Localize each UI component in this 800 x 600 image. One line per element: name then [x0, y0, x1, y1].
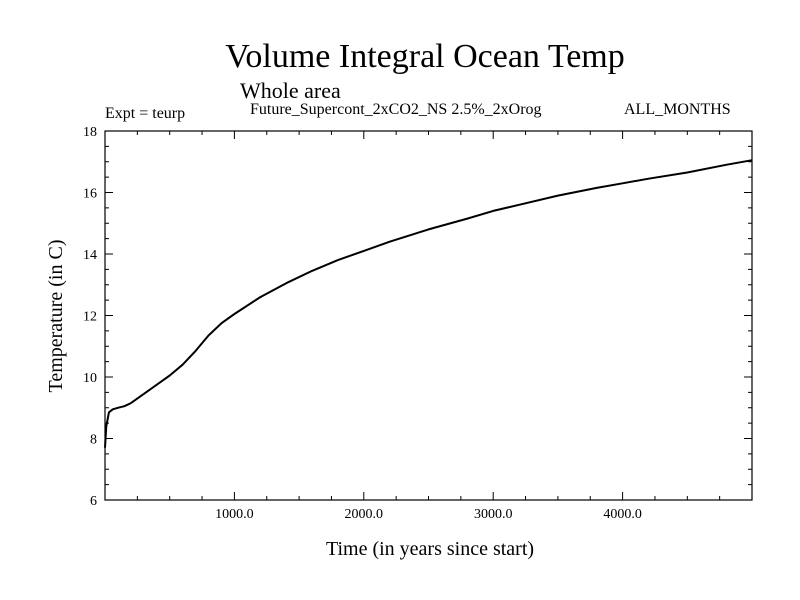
- chart-title: Volume Integral Ocean Temp: [225, 38, 625, 75]
- x-tick-label: 1000.0: [215, 507, 254, 522]
- plot-area: [104, 130, 753, 501]
- y-tick-label: 8: [90, 433, 97, 448]
- series-layer: [104, 159, 753, 448]
- experiment-label: Expt = teurp: [105, 105, 186, 122]
- chart-subtitle: Whole area: [240, 78, 341, 103]
- y-tick-label: 18: [83, 125, 97, 140]
- axis-ticks: 1000.0 2000.0 3000.0 4000.0 6 8 10 12 14 16 18: [83, 125, 752, 522]
- x-tick-label: 3000.0: [474, 507, 513, 522]
- run-name-label: Future_Supercont_2xCO2_NS 2.5%_2xOrog: [250, 101, 542, 118]
- x-axis-label: Time (in years since start): [326, 538, 534, 560]
- y-tick-label: 16: [83, 187, 97, 202]
- y-tick-label: 6: [90, 494, 97, 509]
- x-tick-label: 2000.0: [345, 507, 384, 522]
- y-axis-label: Temperature (in C): [45, 240, 67, 393]
- x-tick-label: 4000.0: [603, 507, 642, 522]
- months-label: ALL_MONTHS: [624, 101, 731, 118]
- series-line: [104, 159, 753, 448]
- y-tick-label: 10: [83, 371, 97, 386]
- plot-frame: [104, 130, 753, 501]
- y-tick-label: 14: [83, 248, 97, 263]
- y-tick-label: 12: [83, 310, 97, 325]
